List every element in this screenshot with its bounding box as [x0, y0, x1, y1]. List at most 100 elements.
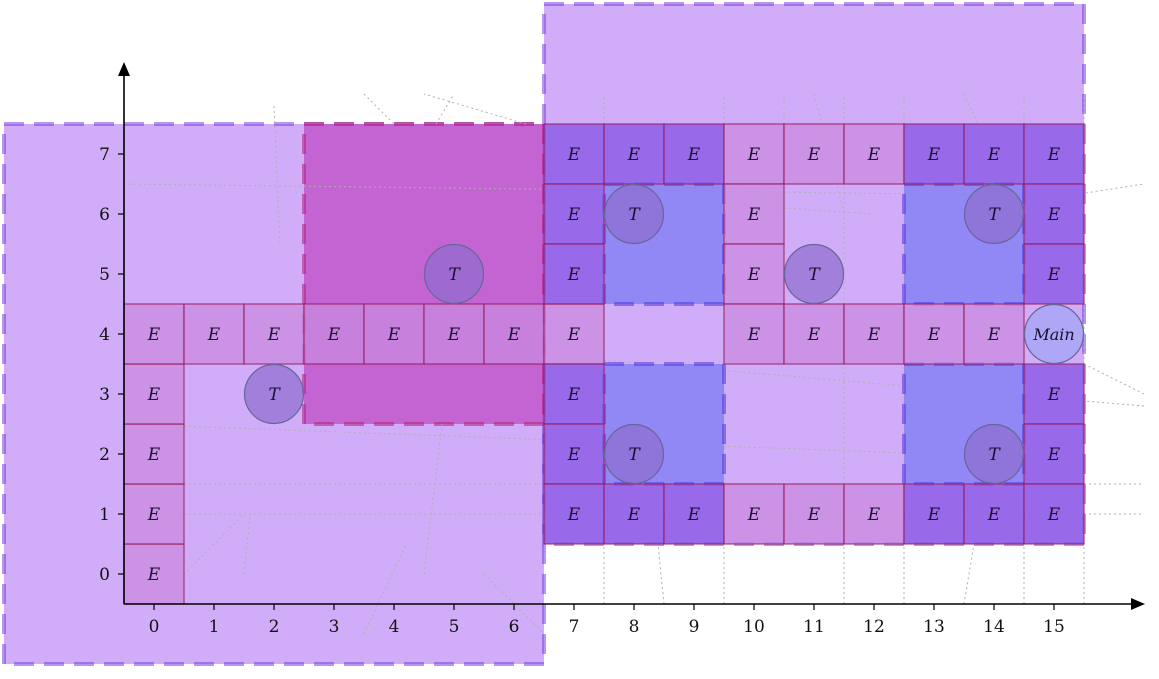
edge-cell: E	[483, 303, 545, 365]
tower-circle	[243, 363, 305, 425]
edge-cell-label: E	[567, 265, 581, 285]
edge-cell: E	[543, 363, 605, 425]
trace-line	[273, 105, 281, 245]
tower-marker: T	[603, 183, 665, 245]
edge-cell: E	[723, 483, 785, 545]
edge-cell-box	[723, 123, 785, 185]
main-circle	[1023, 303, 1085, 365]
edge-cell: E	[903, 483, 965, 545]
edge-cell-box	[423, 303, 485, 365]
edge-cell-label: E	[147, 325, 161, 345]
edge-cell-box	[783, 123, 845, 185]
edge-cell: E	[543, 423, 605, 485]
tower-marker: T	[783, 243, 845, 305]
edge-cell: E	[543, 303, 605, 365]
x-tick-label: 12	[863, 617, 885, 637]
edge-cell-label: E	[567, 325, 581, 345]
x-tick-label: 11	[803, 617, 825, 637]
edge-cell-label: E	[567, 445, 581, 465]
edge-cell-label: E	[687, 145, 701, 165]
edge-cell-box	[543, 183, 605, 245]
tower-label: T	[988, 445, 1001, 465]
y-tick-label: 0	[99, 565, 110, 585]
edge-cell-box	[603, 483, 665, 545]
edge-cell-label: E	[567, 205, 581, 225]
edge-cell-label: E	[267, 325, 281, 345]
edge-cell-label: E	[387, 325, 401, 345]
tower-circle	[963, 423, 1025, 485]
edge-cell: E	[1023, 183, 1085, 245]
edge-cell-box	[663, 123, 725, 185]
x-tick-label: 15	[1043, 617, 1065, 637]
edge-cell: E	[783, 483, 845, 545]
edge-cell-label: E	[747, 265, 761, 285]
edge-cell-box	[483, 303, 545, 365]
edge-cell: E	[903, 303, 965, 365]
edge-cell-label: E	[327, 325, 341, 345]
edge-cell-label: E	[1047, 205, 1061, 225]
edge-cell-label: E	[147, 385, 161, 405]
edge-cell: E	[723, 243, 785, 305]
trace-line	[483, 573, 545, 635]
trace-line	[423, 423, 443, 575]
edge-cell-label: E	[747, 325, 761, 345]
edge-cell: E	[123, 363, 185, 425]
edge-cell: E	[183, 303, 245, 365]
edge-cell: E	[1023, 243, 1085, 305]
tower-marker: T	[243, 363, 305, 425]
edge-cell: E	[303, 303, 365, 365]
edge-cell-label: E	[747, 505, 761, 525]
edge-cell-label: E	[1047, 445, 1061, 465]
edge-cell: E	[423, 303, 485, 365]
x-tick-label: 10	[743, 617, 765, 637]
edge-cell-label: E	[507, 325, 521, 345]
towers-layer: T T T T T T T Main	[243, 183, 1085, 485]
edge-cell: E	[843, 483, 905, 545]
trace-line	[435, 93, 455, 125]
edge-cell-box	[543, 363, 605, 425]
edge-cell-box	[723, 243, 785, 305]
edge-cell-box	[963, 123, 1025, 185]
edge-cell: E	[783, 123, 845, 185]
edge-cell-box	[123, 303, 185, 365]
x-tick-label: 5	[449, 617, 460, 637]
tower-marker: T	[603, 423, 665, 485]
edge-cell-box	[363, 303, 425, 365]
y-tick-label: 2	[99, 445, 110, 465]
edge-cell-label: E	[927, 325, 941, 345]
x-tick-label: 9	[689, 617, 700, 637]
edge-cell-box	[303, 303, 365, 365]
edge-cell: E	[363, 303, 425, 365]
tower-label: T	[808, 265, 821, 285]
x-tick-label: 2	[269, 617, 280, 637]
edge-cell: E	[543, 183, 605, 245]
tower-label: T	[628, 445, 641, 465]
trace-line	[183, 513, 245, 575]
edge-cell-label: E	[1047, 505, 1061, 525]
edge-cell-label: E	[207, 325, 221, 345]
x-tick-label: 3	[329, 617, 340, 637]
edge-cell-box	[543, 483, 605, 545]
edge-cell-label: E	[147, 565, 161, 585]
edge-cell: E	[723, 183, 785, 245]
tower-circle	[783, 243, 845, 305]
x-axis-arrow-icon	[1131, 598, 1145, 610]
edge-cell-label: E	[747, 205, 761, 225]
x-tick-label: 14	[983, 617, 1005, 637]
edge-cell: E	[963, 123, 1025, 185]
trace-line	[123, 423, 935, 455]
edge-cell-box	[543, 243, 605, 305]
edge-cell: E	[963, 483, 1025, 545]
edge-cell-label: E	[627, 505, 641, 525]
edge-cell-label: E	[147, 445, 161, 465]
edge-cell: E	[123, 303, 185, 365]
edge-cell-label: E	[987, 325, 1001, 345]
x-tick-label: 8	[629, 617, 640, 637]
x-tick-label: 7	[569, 617, 580, 637]
x-tick-label: 13	[923, 617, 945, 637]
trace-line	[363, 93, 395, 125]
trace-line	[963, 93, 1007, 185]
edge-cell-box	[543, 123, 605, 185]
